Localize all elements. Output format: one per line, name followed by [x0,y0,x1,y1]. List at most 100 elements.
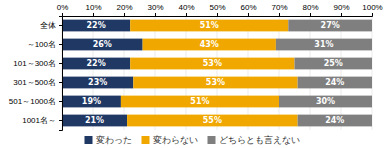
legend-label: 変わらない [153,135,198,145]
tick-label: 10% [85,3,101,12]
legend-swatch [85,136,93,144]
grid-line [93,16,94,130]
tick: 全体 [40,21,62,30]
tick-mark [59,44,62,45]
tick: 101～300名 [13,59,62,68]
data-label: 26% [93,40,112,49]
grid-line [217,16,218,130]
tick-mark [248,13,249,16]
tick-label: 0% [57,3,69,12]
tick: 80% [302,3,318,16]
chart: 22%26%22%23%19%21%51%43%53%53%51%55%27%3… [0,0,384,148]
data-label: 51% [200,21,219,30]
legend-item: どちらとも言えない [208,135,300,145]
bar [121,96,279,108]
tick-label: 301～500名 [13,78,56,87]
bar [62,58,130,70]
tick-label: 1001名～ [22,116,56,125]
data-label: 24% [325,78,344,87]
tick-label: 90% [333,3,349,12]
legend-item: 変わった [85,135,132,145]
data-label: 22% [87,21,106,30]
tick-mark [372,13,373,16]
tick-mark [62,13,63,16]
grid-line [279,16,280,130]
legend: 変わった 変わらないどちらとも言えない [85,135,300,145]
tick-label: 30% [147,3,163,12]
tick-mark [59,63,62,64]
data-label: 25% [324,59,343,68]
tick-mark [217,13,218,16]
bar [298,115,372,127]
grid-line [155,16,156,130]
tick: 70% [271,3,287,16]
axis-line [63,13,373,17]
bar [288,20,372,32]
data-label: 30% [316,97,335,106]
bar [62,77,133,89]
legend-item: 変わらない [142,135,198,145]
tick-mark [155,13,156,16]
tick-label: 50% [209,3,225,12]
bar [295,58,373,70]
tick: 60% [240,3,256,16]
legend-swatch [208,136,216,144]
bar [62,96,121,108]
data-label: 43% [200,40,219,49]
tick-mark [310,13,311,16]
tick: ～100名 [27,40,62,49]
data-label: 55% [203,116,222,125]
bar [298,77,372,89]
data-label: 53% [203,59,222,68]
tick-mark [93,13,94,16]
grid-line [124,16,125,130]
tick-mark [59,101,62,102]
data-label: 19% [82,97,101,106]
legend-label: 変わった [96,135,132,145]
data-label: 53% [206,78,225,87]
tick-label: 20% [116,3,132,12]
tick-label: 70% [271,3,287,12]
bar [62,39,143,51]
plot: 22%26%22%23%19%21%51%43%53%53%51%55%27%3… [9,3,383,131]
series [62,20,143,127]
tick-label: 60% [240,3,256,12]
tick-label: 80% [302,3,318,12]
tick-mark [186,13,187,16]
bar [127,115,298,127]
bar [130,20,288,32]
tick: 50% [209,3,225,16]
tick: 20% [116,3,132,16]
grid-line [186,16,187,130]
tick-label: 40% [178,3,194,12]
data-label: 21% [85,116,104,125]
axis-line [59,17,63,131]
tick-label: 100% [362,3,382,12]
data-label: 31% [314,40,333,49]
tick: 1001名～ [22,116,62,125]
tick-mark [59,82,62,83]
data-label: 24% [325,116,344,125]
tick: 40% [178,3,194,16]
bar [62,115,127,127]
data-label: 22% [87,59,106,68]
bars [62,20,372,127]
tick-mark [341,13,342,16]
bar [133,77,297,89]
tick-label: 501～1000名 [9,97,56,106]
tick-mark [59,25,62,26]
tick: 30% [147,3,163,16]
grid-line [341,16,342,130]
tick-label: 101～300名 [13,59,56,68]
series [276,20,372,127]
tick-mark [59,120,62,121]
tick: 90% [333,3,349,16]
bar [279,96,372,108]
bar [62,20,130,32]
data-label: 27% [321,21,340,30]
legend-swatch [142,136,150,144]
bar [130,58,294,70]
grid-line [372,16,373,130]
tick: 0% [57,3,69,16]
grid-line [310,16,311,130]
